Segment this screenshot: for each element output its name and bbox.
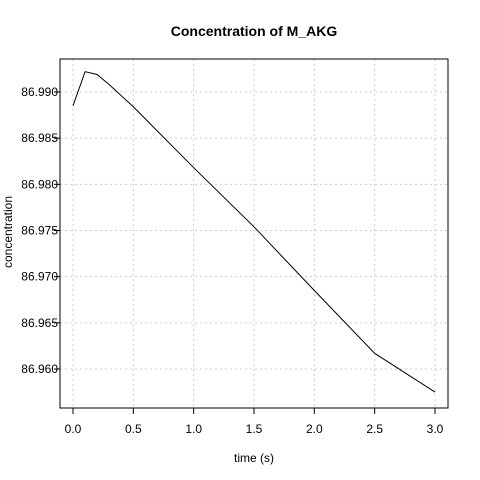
x-tick-label: 2.0	[306, 422, 323, 436]
x-axis: 0.0 0.5 1.0 1.5 2.0 2.5 3.0	[65, 408, 444, 436]
y-axis-label: concentration	[1, 196, 15, 268]
x-tick-label: 2.5	[366, 422, 383, 436]
y-tick-label: 86.970	[21, 270, 58, 284]
x-axis-label: time (s)	[234, 451, 274, 465]
y-tick-label: 86.960	[21, 362, 58, 376]
chart-title: Concentration of M_AKG	[171, 23, 338, 39]
y-tick-label: 86.965	[21, 316, 58, 330]
x-tick-label: 0.0	[65, 422, 82, 436]
x-tick-label: 3.0	[427, 422, 444, 436]
x-tick-label: 0.5	[125, 422, 142, 436]
x-tick-label: 1.5	[246, 422, 263, 436]
series-layer	[72, 71, 436, 393]
y-axis: 86.960 86.965 86.970 86.975 86.980 86.985 86.9…	[21, 85, 60, 376]
y-tick-label: 86.980	[21, 177, 58, 191]
y-tick-label: 86.975	[21, 224, 58, 238]
grid-lines	[60, 59, 448, 408]
y-tick-label: 86.985	[21, 131, 58, 145]
y-tick-label: 86.990	[21, 85, 58, 99]
concentration-line	[72, 71, 436, 393]
x-tick-label: 1.0	[185, 422, 202, 436]
